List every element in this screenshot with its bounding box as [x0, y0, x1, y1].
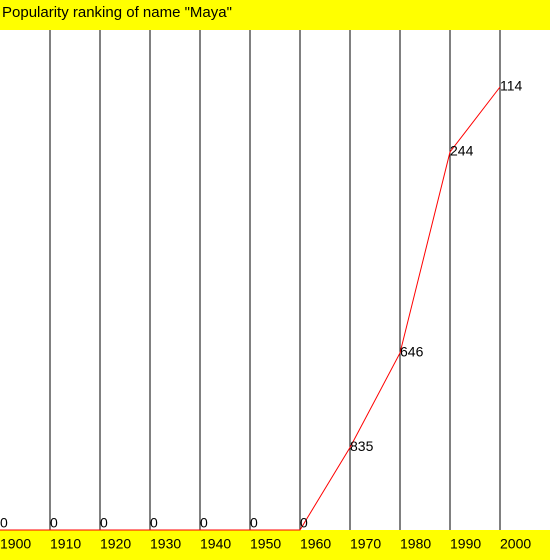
x-tick-label: 1980 — [400, 536, 431, 552]
x-tick-label: 1950 — [250, 536, 281, 552]
data-label: 114 — [500, 78, 523, 94]
x-tick-label: 1930 — [150, 536, 181, 552]
data-label: 0 — [100, 515, 108, 531]
x-tick-label: 1960 — [300, 536, 331, 552]
data-label: 0 — [200, 515, 208, 531]
data-label: 0 — [250, 515, 258, 531]
footer-band — [0, 530, 550, 560]
data-label: 646 — [400, 344, 424, 360]
data-label: 0 — [50, 515, 58, 531]
data-label: 0 — [150, 515, 158, 531]
header-band — [0, 0, 550, 30]
data-label: 244 — [450, 143, 474, 159]
data-label: 835 — [350, 438, 374, 454]
chart-title: Popularity ranking of name "Maya" — [2, 4, 232, 21]
x-tick-label: 1910 — [50, 536, 81, 552]
x-tick-label: 1920 — [100, 536, 131, 552]
x-tick-label: 2000 — [500, 536, 531, 552]
x-tick-label: 1900 — [0, 536, 31, 552]
x-tick-label: 1940 — [200, 536, 231, 552]
data-label: 0 — [0, 515, 8, 531]
data-label: 0 — [300, 515, 308, 531]
line — [0, 86, 501, 531]
x-tick-label: 1990 — [450, 536, 481, 552]
x-tick-label: 1970 — [350, 536, 381, 552]
